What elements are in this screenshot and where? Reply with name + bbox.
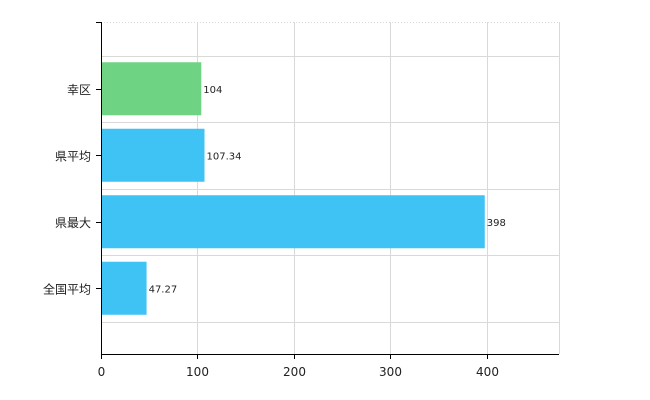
x-tick-label: 300 — [379, 365, 402, 379]
bar — [102, 128, 205, 182]
data-label: 104 — [203, 85, 222, 96]
grid-lines — [101, 22, 560, 354]
bar — [102, 195, 485, 249]
x-tick-label: 400 — [476, 365, 499, 379]
data-label: 398 — [487, 218, 506, 229]
data-label: 47.27 — [149, 284, 178, 295]
axes — [96, 22, 559, 359]
x-tick-label: 200 — [283, 365, 306, 379]
category-label: 県平均 — [55, 149, 91, 163]
bar — [102, 62, 202, 116]
labels: 104 幸区 107.34 県平均 398 県最大 47.27 全国平均 0 100 200 300 4… — [43, 83, 506, 379]
x-tick-label: 100 — [186, 365, 209, 379]
category-label: 幸区 — [67, 83, 91, 97]
bars — [102, 62, 485, 315]
x-tick-label: 0 — [98, 365, 106, 379]
bar — [102, 261, 147, 315]
category-label: 全国平均 — [43, 281, 91, 296]
data-label: 107.34 — [206, 151, 241, 162]
category-label: 県最大 — [55, 216, 91, 230]
